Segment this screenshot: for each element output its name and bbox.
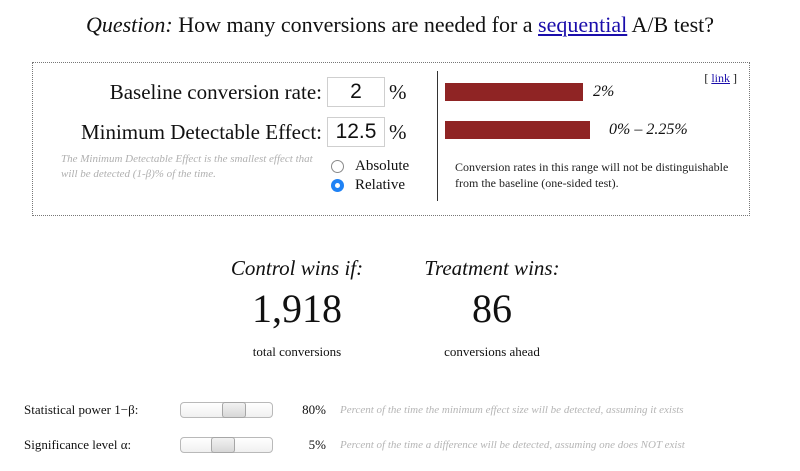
significance-value: 5% bbox=[308, 437, 326, 452]
radio-absolute[interactable]: Absolute bbox=[331, 157, 409, 175]
question-text-before: How many conversions are needed for a bbox=[172, 12, 539, 37]
treatment-wins-value: 86 bbox=[472, 286, 512, 331]
input-labels: Baseline conversion rate: Minimum Detect… bbox=[33, 63, 322, 217]
radio-relative-label: Relative bbox=[355, 176, 405, 193]
power-slider[interactable] bbox=[180, 402, 273, 418]
mde-explanation: The Minimum Detectable Effect is the sma… bbox=[61, 153, 313, 180]
radio-relative[interactable]: Relative bbox=[331, 176, 405, 194]
baseline-rate-input[interactable]: 2 bbox=[327, 77, 385, 107]
significance-description: Percent of the time a difference will be… bbox=[340, 439, 685, 451]
baseline-bar-label: 2% bbox=[593, 83, 615, 100]
question-text-after: A/B test? bbox=[627, 12, 715, 37]
page-title: Question: How many conversions are neede… bbox=[0, 10, 800, 40]
significance-slider[interactable] bbox=[180, 437, 273, 453]
question-label: Question: bbox=[85, 12, 173, 37]
baseline-rate-label: Baseline conversion rate: bbox=[109, 80, 322, 104]
power-slider-thumb[interactable] bbox=[222, 402, 247, 418]
significance-slider-thumb[interactable] bbox=[210, 437, 235, 453]
baseline-percent-sign: % bbox=[389, 80, 407, 104]
radio-relative-circle[interactable] bbox=[331, 178, 344, 192]
range-bar-label: 0% – 2.25% bbox=[609, 121, 688, 138]
radio-absolute-circle[interactable] bbox=[331, 159, 344, 173]
control-wins-heading: Control wins if: bbox=[230, 256, 364, 280]
mde-percent-sign: % bbox=[389, 120, 407, 144]
mde-label: Minimum Detectable Effect: bbox=[80, 120, 322, 144]
sequential-link[interactable]: sequential bbox=[538, 12, 628, 37]
range-explanation: Conversion rates in this range will not … bbox=[455, 160, 729, 190]
power-description: Percent of the time the minimum effect s… bbox=[340, 404, 684, 416]
significance-label: Significance level α: bbox=[24, 437, 132, 452]
link-button[interactable]: link bbox=[711, 71, 730, 85]
calculator-panel: Baseline conversion rate: Minimum Detect… bbox=[32, 62, 750, 216]
chart-axis-divider bbox=[437, 71, 438, 201]
mde-input[interactable]: 12.5 bbox=[327, 117, 385, 147]
baseline-bar bbox=[445, 83, 583, 101]
control-wins-value: 1,918 bbox=[252, 286, 342, 331]
control-wins-caption: total conversions bbox=[252, 344, 342, 359]
treatment-wins-caption: conversions ahead bbox=[444, 344, 540, 359]
power-label: Statistical power 1−β: bbox=[24, 402, 139, 417]
power-value: 80% bbox=[302, 402, 326, 417]
radio-absolute-label: Absolute bbox=[355, 157, 410, 174]
permalink: [ link ] bbox=[704, 71, 737, 85]
treatment-wins-heading: Treatment wins: bbox=[424, 256, 560, 280]
range-bar bbox=[445, 121, 590, 139]
